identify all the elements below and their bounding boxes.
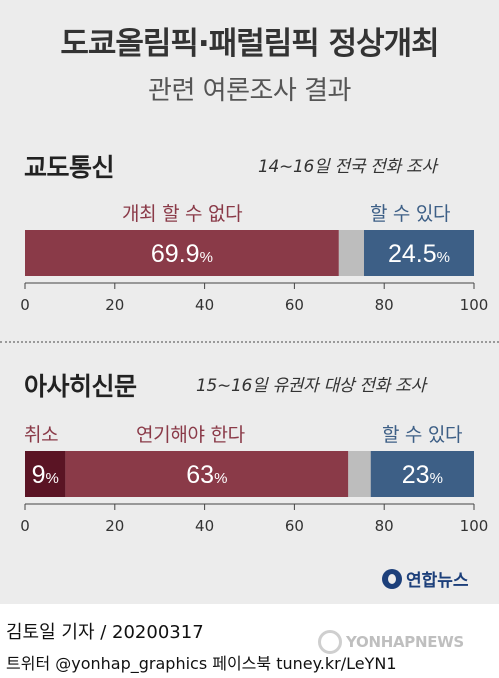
data-label-1-0: 9%: [32, 461, 59, 489]
category-label-cannot-hold: 개최 할 수 없다: [122, 203, 243, 225]
category-label-can-hold-asahi: 할 수 있다: [382, 424, 463, 446]
tick-label: 60: [285, 296, 304, 314]
chart-subtitle: 관련 여론조사 결과: [148, 76, 351, 106]
bar-segment-1-3: [370, 451, 474, 497]
tick-label: 100: [460, 296, 489, 314]
watermark-text: YONHAPNEWS: [346, 633, 464, 651]
section-divider: [0, 341, 499, 343]
bar-segment-1-0: [25, 451, 66, 497]
category-label-cancel: 취소: [24, 424, 59, 446]
tick-label: 80: [375, 296, 394, 314]
section-title-kyodo: 교도통신: [24, 153, 115, 182]
tick-label: 80: [375, 517, 394, 535]
watermark-icon: [318, 630, 342, 654]
data-label-1-1: 63%: [186, 461, 227, 489]
tick-label: 20: [105, 517, 124, 535]
tick-label: 0: [20, 296, 30, 314]
yonhap-logo-icon: [382, 568, 402, 589]
data-label-1-3: 23%: [402, 461, 443, 489]
footer-social: 트위터 @yonhap_graphics 페이스북 tuney.kr/LeYN1: [6, 654, 397, 673]
bar-chart-asahi: 9% 63% 23% 0 20 40 60 80 100: [20, 451, 489, 535]
bar-segment-0-0: [25, 230, 339, 276]
category-label-can-hold-kyodo: 할 수 있다: [370, 203, 451, 225]
data-label-0-2: 24.5%: [388, 240, 450, 268]
bar-segment-0-2: [363, 230, 474, 276]
yonhap-watermark: YONHAPNEWS: [318, 630, 464, 654]
chart-panel: [0, 0, 499, 604]
tick-label: 40: [195, 517, 214, 535]
tick-label: 60: [285, 517, 304, 535]
footer-byline: 김토일 기자 / 20200317: [6, 622, 204, 643]
tick-label: 20: [105, 296, 124, 314]
yonhap-logo-text: 연합뉴스: [406, 571, 469, 591]
section-note-asahi: 15∼16일 유권자 대상 전화 조사: [196, 376, 426, 396]
tick-label: 40: [195, 296, 214, 314]
bar-segment-1-1: [65, 451, 349, 497]
yonhap-logo: 연합뉴스: [382, 566, 469, 591]
section-note-kyodo: 14∼16일 전국 전화 조사: [258, 157, 437, 177]
bar-segment-0-1: [338, 230, 364, 276]
bar-chart-kyodo: 69.9% 24.5% 0 20 40 60 80 100: [20, 230, 489, 314]
tick-label: 0: [20, 517, 30, 535]
section-title-asahi: 아사히신문: [24, 372, 137, 401]
chart-title: 도쿄올림픽·패럴림픽 정상개최: [60, 26, 439, 62]
category-label-postpone: 연기해야 한다: [136, 424, 245, 446]
tick-label: 100: [460, 517, 489, 535]
data-label-0-0: 69.9%: [151, 240, 213, 268]
bar-segment-1-2: [348, 451, 371, 497]
